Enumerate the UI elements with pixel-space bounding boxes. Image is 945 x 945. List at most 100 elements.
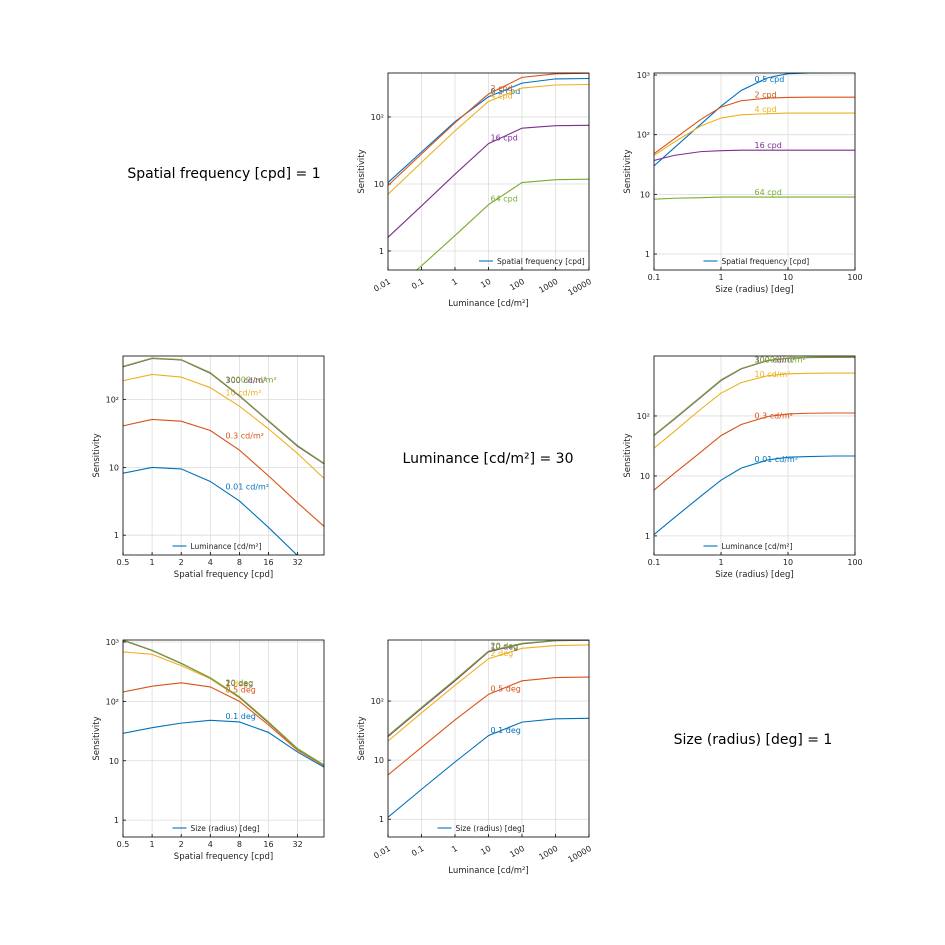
caption: Size (radius) [deg] = 1: [674, 732, 833, 748]
x-tick-label: 8: [237, 840, 242, 849]
series-line: [388, 77, 589, 183]
y-tick-label: 10³: [106, 638, 119, 647]
series-label: 2 deg: [226, 680, 249, 689]
y-tick-label: 1: [114, 531, 119, 540]
series-label: 2 cpd: [755, 90, 777, 99]
series-label: 0.5 deg: [226, 685, 256, 694]
plot-frame: [122, 639, 325, 838]
series-line: [388, 717, 589, 818]
series-line: [654, 412, 855, 491]
x-tick-label: 1: [150, 840, 155, 849]
series-label: 0.5 cpd: [491, 87, 521, 96]
x-tick-label: 1: [450, 277, 459, 287]
series-label: 300 cd/m²: [226, 376, 267, 385]
y-tick-label: 10³: [637, 71, 650, 80]
series-label: 0.3 cd/m²: [755, 412, 793, 421]
series-line: [123, 466, 298, 555]
panel: 0.5 1 2 4 8 16 32 1 10 10² 0.01 cd/m² 0.3 cd/m² 10 c…: [92, 355, 325, 580]
panel: 0.1 1 10 100 1 10 10² 0.01 cd/m² 0.3 cd/m² 10 cd/…: [623, 355, 863, 580]
series-label: 10000 cd/m²: [755, 355, 806, 364]
x-axis-label: Spatial frequency [cpd]: [174, 852, 273, 862]
x-tick-label: 16: [263, 840, 273, 849]
y-tick-label: 1: [114, 816, 119, 825]
legend-label: Size (radius) [deg]: [191, 824, 260, 833]
series-line: [654, 112, 855, 156]
y-axis-label: Sensitivity: [357, 149, 367, 193]
series-line: [654, 372, 855, 449]
x-axis-label: Spatial frequency [cpd]: [174, 570, 273, 580]
y-tick-label: 10²: [106, 697, 119, 706]
series-label: 2 deg: [491, 649, 514, 658]
series-label: 16 cpd: [755, 141, 782, 150]
x-tick-label: 32: [293, 840, 303, 849]
x-tick-label: 10: [783, 558, 793, 567]
y-tick-label: 10²: [371, 113, 384, 122]
y-axis-label: Sensitivity: [357, 716, 367, 760]
series-line: [123, 357, 324, 464]
y-tick-label: 10²: [106, 396, 119, 405]
x-tick-label: 2: [179, 840, 184, 849]
legend-label: Luminance [cd/m²]: [722, 542, 793, 551]
series-line: [654, 96, 855, 155]
series-label: 4 cpd: [755, 105, 777, 114]
y-tick-label: 10: [640, 472, 650, 481]
series-line: [654, 73, 855, 167]
x-tick-label: 100: [847, 558, 862, 567]
x-tick-label: 1: [150, 558, 155, 567]
y-tick-label: 1: [379, 247, 384, 256]
series-line: [123, 640, 324, 766]
plot-frame: [387, 72, 590, 271]
series-label: 0.5 deg: [491, 685, 521, 694]
y-axis-label: Sensitivity: [92, 716, 102, 760]
plot-frame: [653, 72, 856, 271]
series-label: 10000 cd/m²: [226, 376, 277, 385]
y-tick-label: 1: [379, 815, 384, 824]
x-axis-label: Size (radius) [deg]: [715, 570, 793, 580]
plot-frame: [387, 639, 590, 838]
x-tick-label: 0.5: [117, 840, 130, 849]
series-label: 10 cd/m²: [226, 388, 262, 397]
y-tick-label: 10: [374, 756, 384, 765]
x-tick-label: 2: [179, 558, 184, 567]
x-tick-label: 4: [208, 558, 213, 567]
x-tick-label: 1: [718, 273, 723, 282]
series-label: 4 cpd: [491, 92, 513, 101]
y-axis-label: Sensitivity: [623, 149, 633, 193]
x-axis-label: Size (radius) [deg]: [715, 285, 793, 295]
x-tick-label: 32: [293, 558, 303, 567]
legend-label: Size (radius) [deg]: [456, 824, 525, 833]
x-tick-label: 16: [263, 558, 273, 567]
series-label: 10 cd/m²: [755, 370, 791, 379]
x-tick-label: 10: [479, 844, 492, 857]
x-tick-label: 0.1: [648, 558, 661, 567]
series-line: [123, 682, 324, 767]
series-line: [415, 178, 589, 270]
series-line: [388, 124, 589, 238]
series-line: [654, 455, 855, 536]
x-tick-label: 4: [208, 840, 213, 849]
series-label: 0.01 cd/m²: [755, 455, 799, 464]
series-line: [388, 73, 589, 186]
y-tick-label: 10: [374, 180, 384, 189]
series-label: 20 deg: [491, 642, 519, 651]
plot-frame: [122, 355, 325, 556]
series-line: [654, 356, 855, 436]
y-tick-label: 10²: [637, 131, 650, 140]
series-label: 0.01 cd/m²: [226, 483, 270, 492]
x-tick-label: 0.1: [648, 273, 661, 282]
caption: Luminance [cd/m²] = 30: [403, 451, 574, 467]
series-line: [654, 196, 855, 200]
series-line: [123, 719, 324, 768]
series-label: 16 cpd: [491, 134, 518, 143]
legend-label: Spatial frequency [cpd]: [722, 257, 810, 266]
series-label: 0.1 deg: [491, 726, 521, 735]
x-axis-label: Luminance [cd/m²]: [448, 866, 528, 876]
plot-frame: [653, 355, 856, 556]
legend-label: Spatial frequency [cpd]: [497, 257, 585, 266]
y-axis-label: Sensitivity: [623, 433, 633, 477]
caption: Spatial frequency [cpd] = 1: [127, 166, 320, 182]
